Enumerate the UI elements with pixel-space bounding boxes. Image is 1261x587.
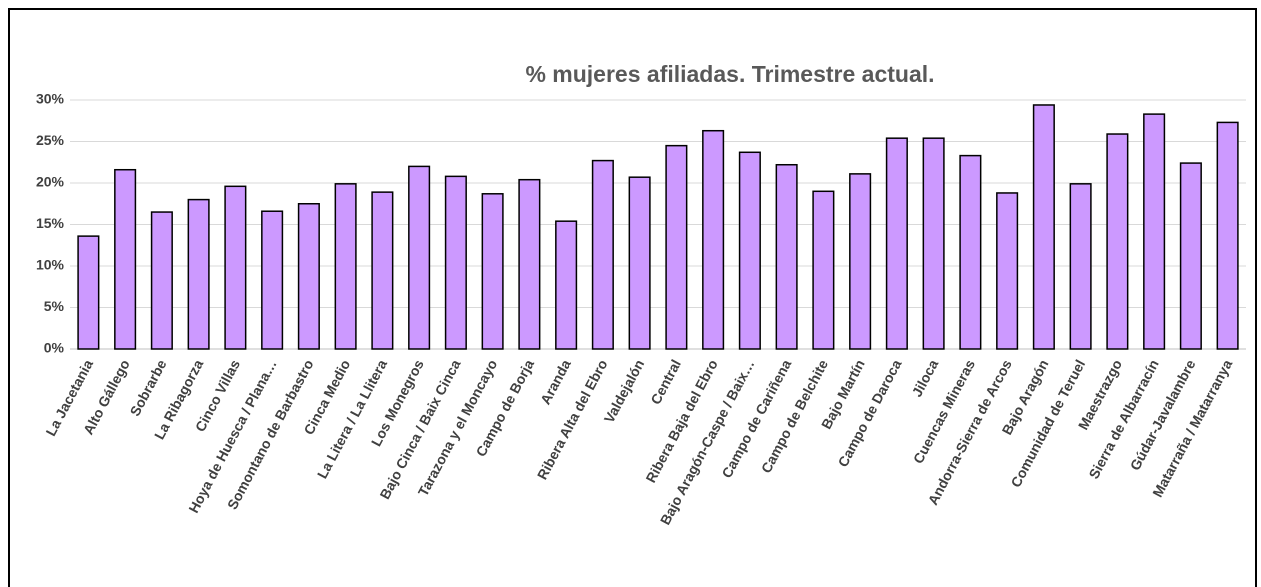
bar (297, 203, 320, 350)
bar (261, 210, 284, 350)
bar (518, 178, 541, 350)
bar (1032, 104, 1055, 350)
bar (150, 211, 173, 350)
bar (1216, 121, 1239, 350)
bar (1179, 162, 1202, 350)
y-tick-label: 20% (36, 174, 65, 190)
bar (738, 151, 761, 350)
y-tick-label: 30% (36, 91, 65, 107)
bar (1143, 113, 1166, 350)
bar (481, 193, 504, 350)
bar (187, 198, 210, 350)
bar (555, 220, 578, 350)
bar (371, 191, 394, 350)
y-tick-label: 5% (44, 298, 65, 314)
bar (959, 154, 982, 350)
x-tick-label: Ribera Alta del Ebro (534, 357, 611, 482)
x-tick-label: Aranda (537, 357, 574, 407)
bar (665, 144, 688, 350)
y-tick-label: 15% (36, 215, 65, 231)
bar (114, 168, 137, 350)
bar (444, 175, 467, 350)
bar (996, 192, 1019, 350)
bar (1106, 133, 1129, 350)
bar (702, 129, 725, 350)
x-tick-label: Central (647, 357, 684, 407)
bar (591, 159, 614, 350)
y-tick-label: 10% (36, 257, 65, 273)
x-tick-label: Jiloca (909, 357, 942, 400)
bar (922, 137, 945, 350)
bar (224, 185, 247, 350)
bar (849, 173, 872, 350)
chart-frame (8, 8, 1257, 587)
bar (885, 137, 908, 350)
chart-title: % mujeres afiliadas. Trimestre actual. (525, 61, 934, 87)
bar (812, 190, 835, 350)
bar (408, 165, 431, 350)
bar (775, 163, 798, 350)
y-tick-label: 25% (36, 132, 65, 148)
bar (628, 176, 651, 350)
bar (334, 183, 357, 350)
bar (77, 235, 100, 350)
bar (1069, 183, 1092, 350)
x-tick-label: Campo de Belchite (758, 357, 831, 476)
y-tick-label: 0% (44, 340, 65, 356)
